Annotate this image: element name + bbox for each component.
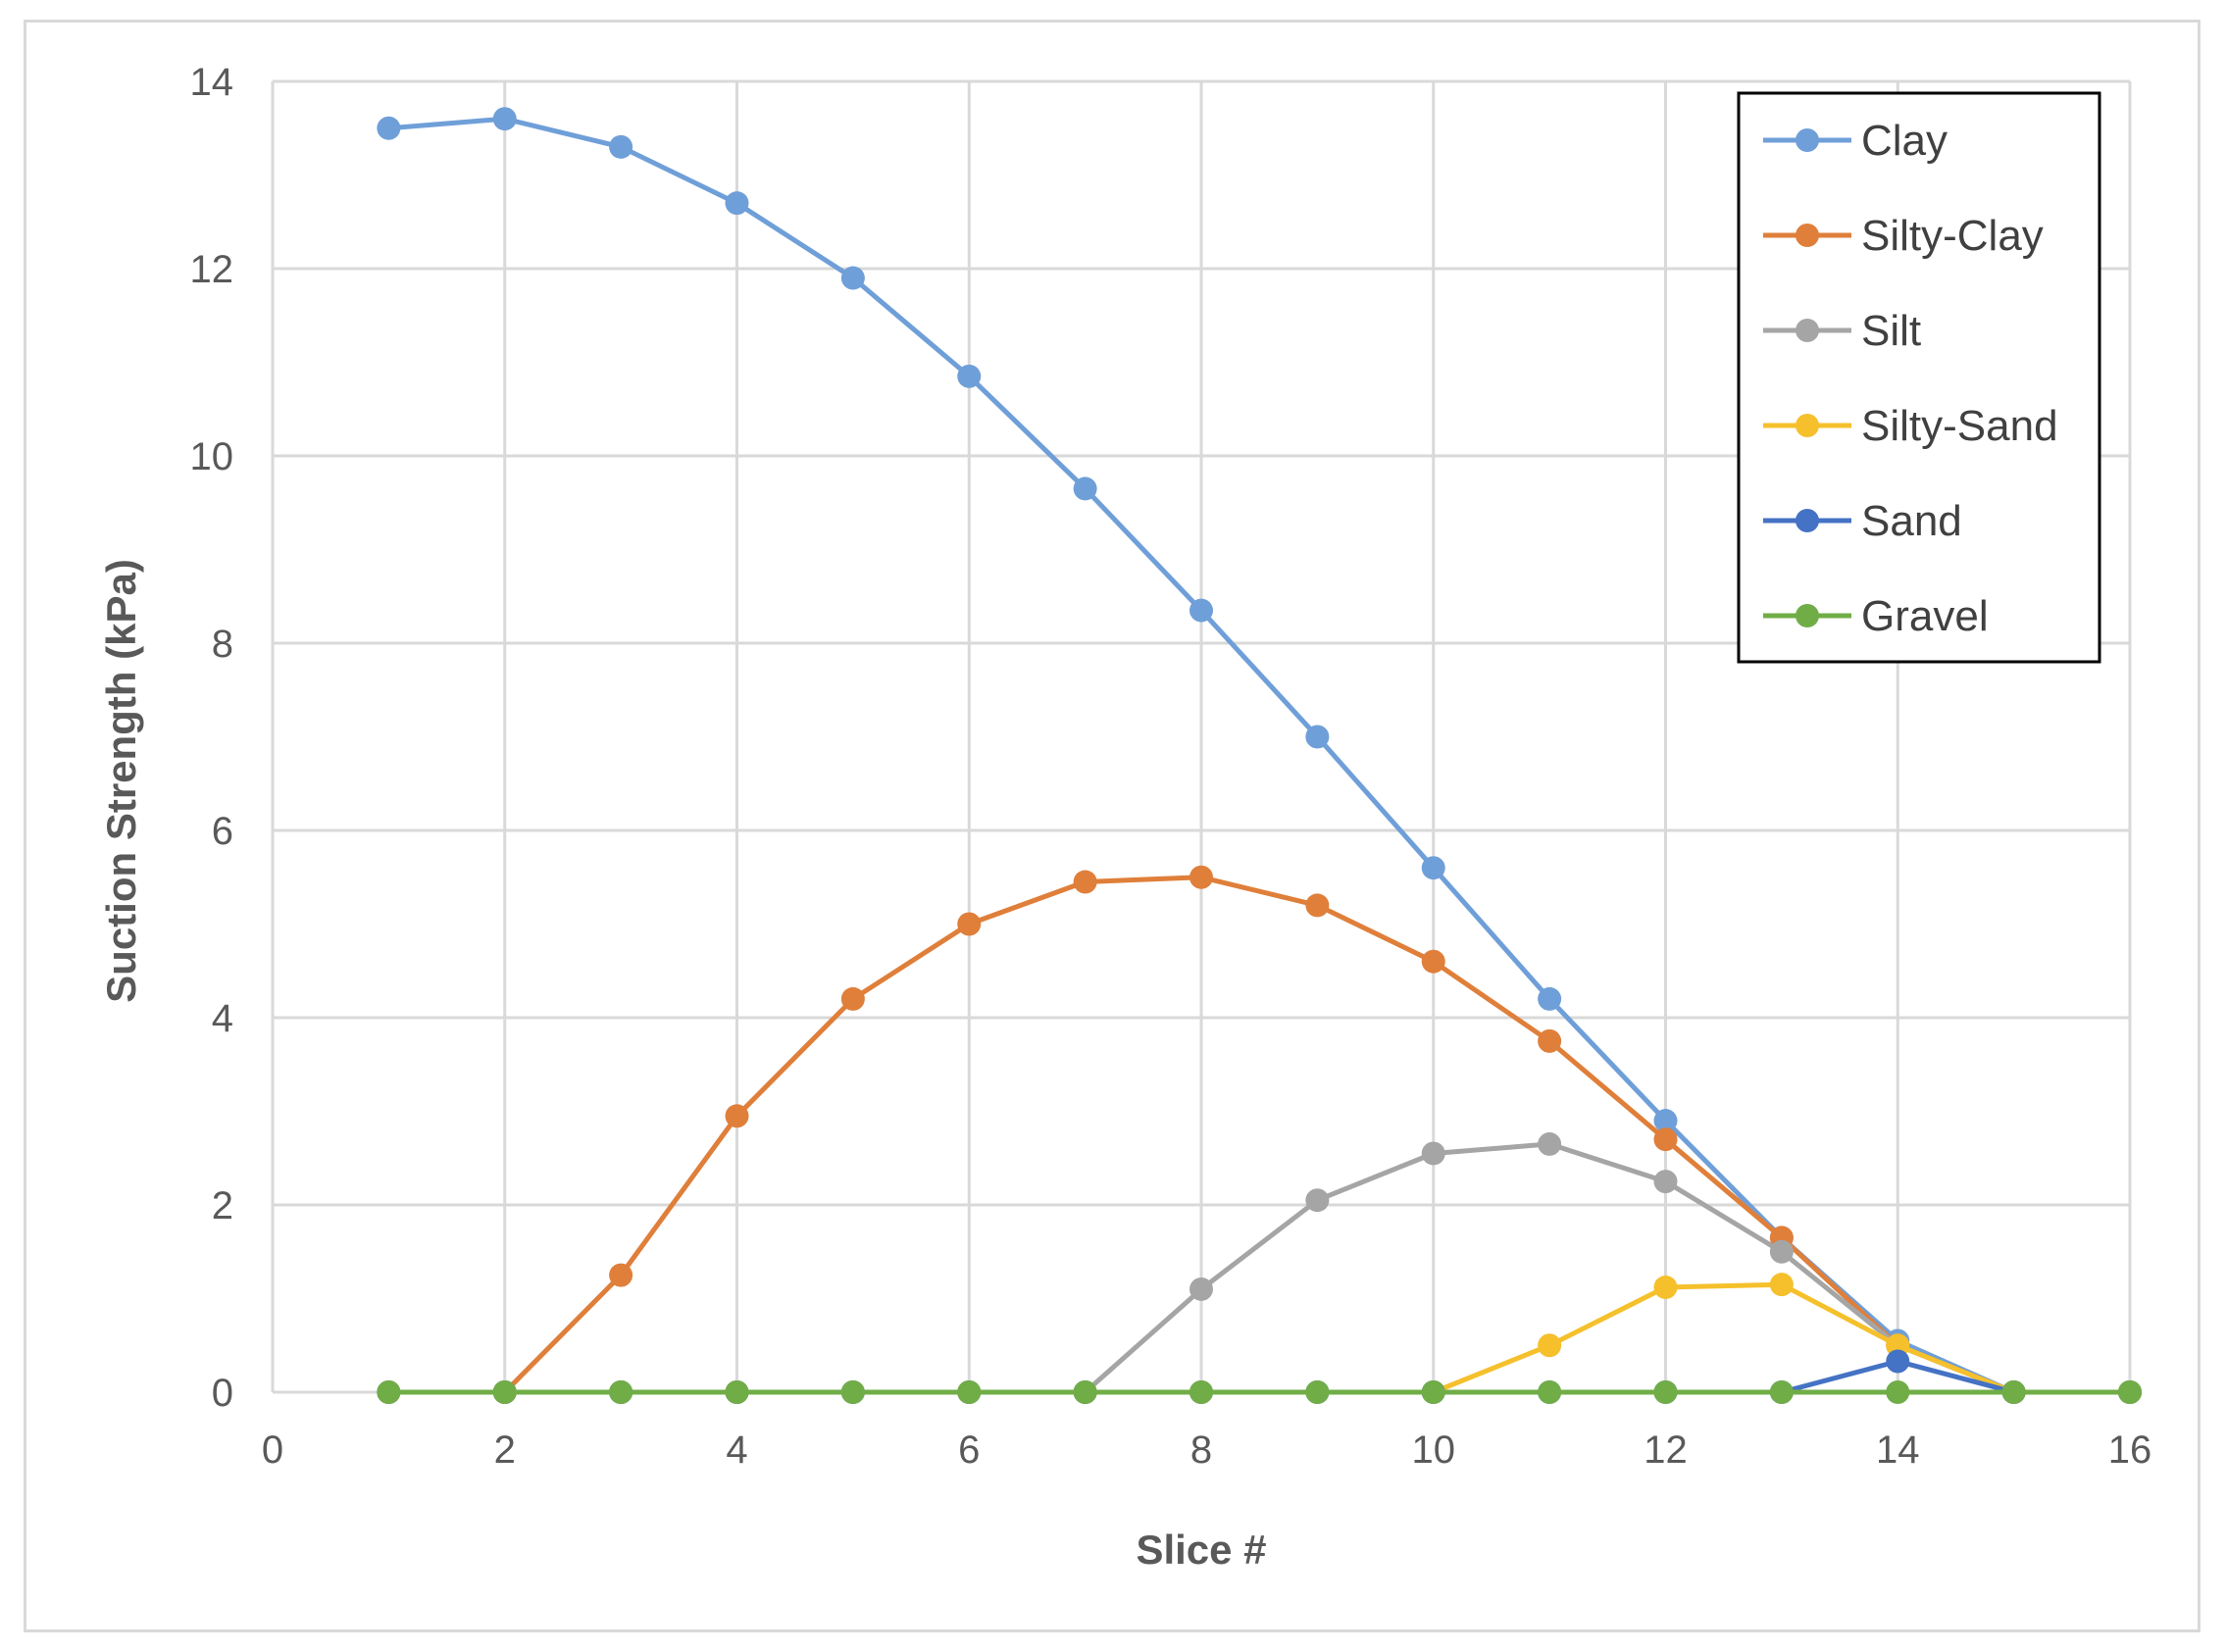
data-point-silt xyxy=(1305,1188,1330,1213)
y-tick-label: 12 xyxy=(190,248,234,291)
data-point-gravel xyxy=(1769,1380,1794,1404)
legend-item: Silty-Sand xyxy=(1763,402,2058,450)
x-tick-label: 0 xyxy=(262,1428,283,1472)
data-point-silty-clay xyxy=(1073,870,1097,894)
data-point-gravel xyxy=(1538,1380,1562,1404)
series-line-sand xyxy=(388,1359,2130,1395)
data-point-clay xyxy=(377,116,401,140)
legend-swatch-marker xyxy=(1796,128,1819,152)
legend-label: Silty-Clay xyxy=(1861,212,2044,260)
data-point-gravel xyxy=(1653,1380,1678,1404)
data-point-silt xyxy=(1538,1131,1562,1156)
legend-label: Silty-Sand xyxy=(1861,402,2058,450)
series-line-silty-clay xyxy=(388,875,2130,1395)
data-point-sand xyxy=(1886,1349,1910,1374)
x-tick-label: 10 xyxy=(1412,1428,1456,1472)
legend-box xyxy=(1737,91,2101,664)
y-tick-label: 6 xyxy=(212,810,233,853)
x-tick-label: 2 xyxy=(494,1428,516,1472)
x-tick-label: 6 xyxy=(958,1428,980,1472)
legend-label: Clay xyxy=(1861,117,1948,165)
data-point-clay xyxy=(1653,1109,1678,1133)
data-point-clay xyxy=(492,107,517,131)
data-point-gravel xyxy=(492,1380,517,1404)
series-layer xyxy=(377,107,2142,1404)
data-point-silty-clay xyxy=(957,912,982,936)
data-point-silty-sand xyxy=(1769,1273,1794,1297)
x-tick-label: 14 xyxy=(1876,1428,1920,1472)
data-point-silty-clay xyxy=(725,1104,749,1128)
data-point-silty-clay xyxy=(840,986,865,1011)
y-tick-label: 4 xyxy=(212,997,233,1040)
data-point-silty-sand xyxy=(1653,1276,1678,1300)
legend-swatch-marker xyxy=(1796,224,1819,247)
series-sand xyxy=(377,1349,2142,1404)
data-point-silty-clay xyxy=(1421,949,1445,974)
series-line-silt xyxy=(388,1141,2130,1395)
data-point-gravel xyxy=(1189,1380,1213,1404)
data-point-gravel xyxy=(1073,1380,1097,1404)
data-point-gravel xyxy=(2118,1380,2142,1404)
series-line-silty-sand xyxy=(388,1281,2130,1395)
legend-label: Silt xyxy=(1861,307,1921,355)
data-point-clay xyxy=(1538,986,1562,1011)
legend-item: Clay xyxy=(1763,117,1948,165)
data-point-silty-clay xyxy=(1653,1127,1678,1152)
data-point-clay xyxy=(609,134,633,159)
data-point-silt xyxy=(1653,1170,1678,1194)
data-point-gravel xyxy=(2001,1380,2026,1404)
y-tick-label: 14 xyxy=(190,61,234,104)
series-gravel xyxy=(377,1380,2142,1404)
data-point-clay xyxy=(1073,476,1097,501)
data-point-gravel xyxy=(1305,1380,1330,1404)
legend-swatch-marker xyxy=(1796,319,1819,342)
series-silty-sand xyxy=(377,1273,2142,1404)
y-tick-label: 0 xyxy=(212,1372,233,1415)
y-axis-title: Suction Strength (kPa) xyxy=(98,559,144,1003)
data-point-silt xyxy=(1189,1277,1213,1301)
data-point-gravel xyxy=(377,1380,401,1404)
data-point-silty-sand xyxy=(1538,1333,1562,1358)
data-point-clay xyxy=(1421,856,1445,880)
legend: Clay Silty-Clay Silt Silty-Sand Sand Gravel xyxy=(1737,91,2101,664)
data-point-gravel xyxy=(725,1380,749,1404)
legend-swatch-marker xyxy=(1796,604,1819,627)
data-point-silty-clay xyxy=(1189,865,1213,889)
y-tick-label: 10 xyxy=(190,435,234,478)
x-tick-label: 16 xyxy=(2108,1428,2152,1472)
data-point-gravel xyxy=(1421,1380,1445,1404)
legend-label: Sand xyxy=(1861,497,1962,545)
legend-item: Sand xyxy=(1763,497,1962,545)
legend-item: Silty-Clay xyxy=(1763,212,2044,260)
data-point-silty-clay xyxy=(1305,893,1330,918)
data-point-clay xyxy=(725,191,749,216)
data-point-gravel xyxy=(609,1380,633,1404)
x-tick-label: 8 xyxy=(1190,1428,1212,1472)
series-silty-clay xyxy=(377,865,2142,1404)
data-point-clay xyxy=(957,364,982,388)
x-tick-label: 12 xyxy=(1644,1428,1688,1472)
legend-swatch-marker xyxy=(1796,509,1819,532)
data-point-clay xyxy=(1189,598,1213,623)
data-point-silt xyxy=(1769,1239,1794,1264)
data-point-silty-clay xyxy=(1538,1028,1562,1053)
data-point-gravel xyxy=(1886,1380,1910,1404)
series-silt xyxy=(377,1131,2142,1404)
legend-swatch-marker xyxy=(1796,414,1819,437)
legend-item: Gravel xyxy=(1763,592,1989,640)
data-point-gravel xyxy=(840,1380,865,1404)
data-point-clay xyxy=(840,266,865,290)
y-tick-label: 2 xyxy=(212,1184,233,1227)
y-tick-label: 8 xyxy=(212,623,233,666)
tick-labels: 0 2 4 6 8 10 12 14 16 0 2 4 6 8 10 12 14 xyxy=(190,61,2152,1472)
data-point-clay xyxy=(1305,725,1330,749)
data-point-silt xyxy=(1421,1141,1445,1166)
legend-label: Gravel xyxy=(1861,592,1989,640)
x-axis-title: Slice # xyxy=(1136,1527,1266,1573)
data-point-silty-clay xyxy=(609,1263,633,1287)
x-tick-label: 4 xyxy=(726,1428,747,1472)
data-point-gravel xyxy=(957,1380,982,1404)
legend-item: Silt xyxy=(1763,307,1921,355)
